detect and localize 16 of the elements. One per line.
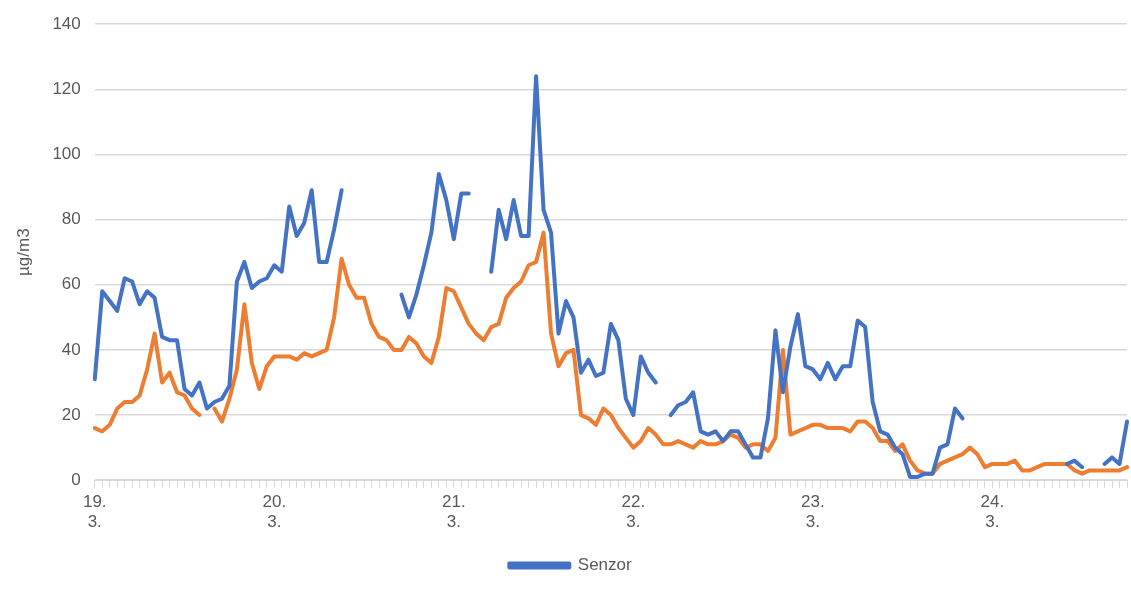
y-axis-title: µg/m3 <box>13 228 33 276</box>
y-tick-label: 80 <box>61 209 81 229</box>
y-tick-label: 140 <box>52 13 81 33</box>
y-tick-label: 0 <box>71 469 81 489</box>
legend-label: Senzor <box>577 555 633 575</box>
x-tick-label: 19. 3. <box>82 492 107 532</box>
y-tick-label: 100 <box>52 144 81 164</box>
y-tick-label: 20 <box>61 404 81 424</box>
y-tick-label: 40 <box>61 339 81 359</box>
x-tick-label: 21. 3. <box>441 492 466 532</box>
x-tick-label: 23. 3. <box>801 492 825 532</box>
x-tick-label: 24. 3. <box>980 492 1005 532</box>
y-tick-label: 120 <box>52 79 81 99</box>
x-tick-label: 22. 3. <box>621 492 646 532</box>
y-tick-label: 60 <box>61 274 81 294</box>
x-tick-label: 20. 3. <box>262 492 287 532</box>
